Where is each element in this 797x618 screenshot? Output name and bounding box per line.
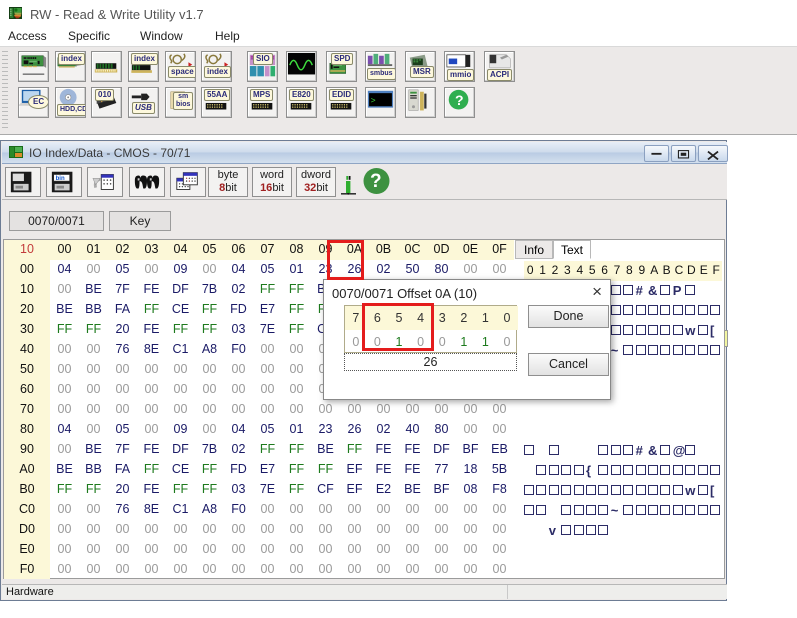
svg-text:>: > bbox=[371, 96, 376, 106]
svg-text:bin: bin bbox=[56, 176, 65, 182]
svg-text:?: ? bbox=[455, 92, 464, 108]
svg-text:?: ? bbox=[370, 171, 382, 192]
